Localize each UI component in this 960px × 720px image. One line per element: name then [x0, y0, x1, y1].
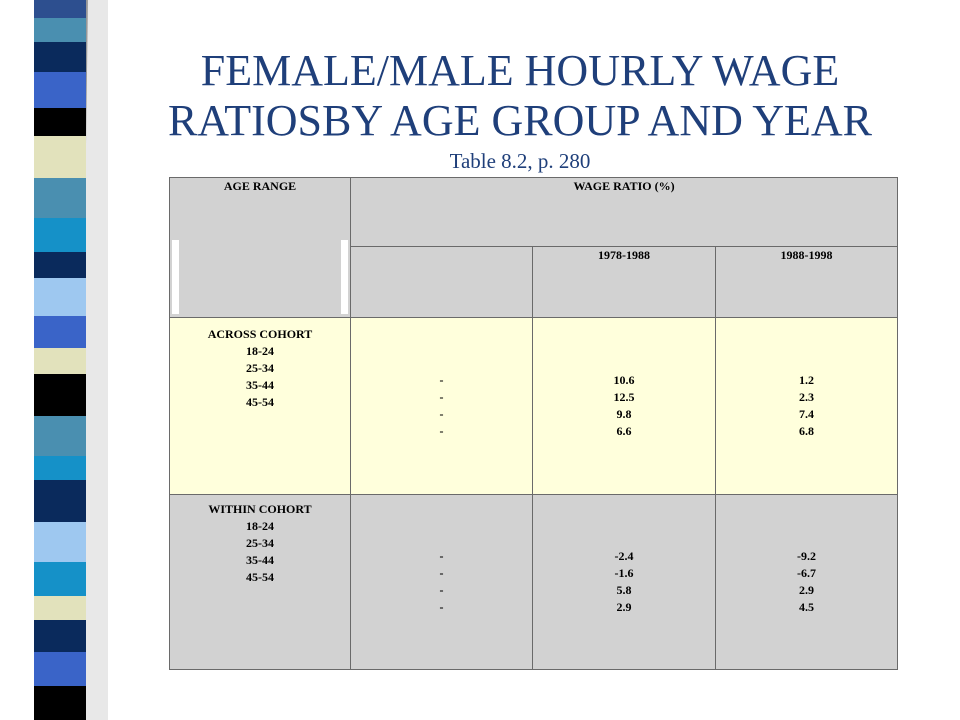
wage-ratio-table: AGE RANGE WAGE RATIO (%) 1978-1988 1988-…	[169, 177, 899, 670]
cell-period-2-values: -9.2 -6.7 2.9 4.5	[714, 494, 899, 670]
stripe-segment	[34, 686, 86, 720]
stripe-segment	[34, 620, 86, 652]
table-row-within-cohort: WITHIN COHORT 18-24 25-34 35-44 45-54 - …	[169, 494, 899, 670]
stripe-segment	[34, 562, 86, 596]
stripe-segment	[34, 416, 86, 456]
stripe-segment	[34, 596, 86, 620]
stripe-graphic	[34, 0, 108, 720]
stripe-segment	[34, 278, 86, 316]
header-period-1: 1978-1988	[532, 246, 716, 318]
ratio-value: -6.7	[797, 566, 817, 580]
ratio-value: -1.6	[614, 566, 634, 580]
age-label: 25-34	[246, 536, 274, 550]
ratio-value: 9.8	[616, 407, 632, 421]
blank-value: -	[439, 583, 444, 597]
ratio-value: 6.8	[799, 424, 815, 438]
cell-blank-values: - - - -	[350, 317, 533, 495]
title-line-2: RATIOSBY AGE GROUP AND YEAR	[167, 96, 873, 145]
age-label: 25-34	[246, 361, 274, 375]
ratio-value: -2.4	[614, 549, 634, 563]
blank-value: -	[439, 407, 444, 421]
stripe-segment	[34, 108, 86, 136]
ratio-value: 2.3	[799, 390, 815, 404]
blank-value: -	[439, 549, 444, 563]
slide-subtitle: Table 8.2, p. 280	[449, 149, 591, 173]
stripe-segment	[34, 652, 86, 686]
stripe-segment	[34, 178, 86, 218]
stripe-segment	[34, 72, 86, 108]
stripe-segment	[34, 348, 86, 374]
blank-value: -	[439, 600, 444, 614]
cell-divider	[172, 240, 179, 314]
group-label: WITHIN COHORT	[208, 502, 312, 516]
ratio-value: 4.5	[799, 600, 815, 614]
stripe-segment	[34, 374, 86, 416]
ratio-value: 6.6	[616, 424, 632, 438]
age-label: 18-24	[246, 519, 274, 533]
stripe-segment	[34, 316, 86, 348]
age-label: 35-44	[246, 553, 274, 567]
stripe-segment	[34, 136, 86, 178]
title-line-1: FEMALE/MALE HOURLY WAGE	[200, 46, 840, 95]
cell-blank-values: - - - -	[350, 494, 533, 670]
ratio-value: 2.9	[616, 600, 632, 614]
stripe-segment	[34, 42, 86, 72]
cell-divider	[341, 240, 348, 314]
cell-period-1-values: 10.6 12.5 9.8 6.6	[532, 317, 716, 495]
header-blank	[350, 246, 533, 318]
cell-age-group: WITHIN COHORT 18-24 25-34 35-44 45-54	[169, 494, 351, 670]
age-label: 45-54	[246, 570, 274, 584]
stripe-segment	[34, 252, 86, 278]
header-period-2: 1988-1998	[714, 246, 899, 318]
blank-value: -	[439, 390, 444, 404]
stripe-segment	[34, 218, 86, 252]
ratio-value: 10.6	[613, 373, 635, 387]
header-age-range-label: AGE RANGE	[223, 179, 297, 193]
header-wage-ratio: WAGE RATIO (%)	[349, 177, 899, 247]
cell-period-1-values: -2.4 -1.6 5.8 2.9	[532, 494, 716, 670]
stripe-segment	[34, 522, 86, 562]
stripe-segment	[34, 456, 86, 480]
age-label: 18-24	[246, 344, 274, 358]
ratio-value: -9.2	[797, 549, 817, 563]
cell-age-group: ACROSS COHORT 18-24 25-34 35-44 45-54	[169, 317, 351, 495]
blank-value: -	[439, 424, 444, 438]
age-label: 45-54	[246, 395, 274, 409]
group-label: ACROSS COHORT	[207, 327, 313, 341]
header-age-range: AGE RANGE	[169, 177, 351, 318]
stripe-segment	[34, 18, 86, 42]
ratio-value: 1.2	[799, 373, 815, 387]
slide-title: FEMALE/MALE HOURLY WAGE RATIOSBY AGE GRO…	[150, 46, 890, 146]
ratio-value: 5.8	[616, 583, 632, 597]
decorative-stripe-bar	[0, 0, 108, 720]
age-label: 35-44	[246, 378, 274, 392]
ratio-value: 7.4	[799, 407, 815, 421]
ratio-value: 2.9	[799, 583, 815, 597]
blank-value: -	[439, 566, 444, 580]
stripe-segment	[34, 480, 86, 522]
cell-period-2-values: 1.2 2.3 7.4 6.8	[714, 317, 899, 495]
table-row-across-cohort: ACROSS COHORT 18-24 25-34 35-44 45-54 - …	[169, 317, 899, 495]
ratio-value: 12.5	[613, 390, 635, 404]
stripe-segment	[34, 0, 86, 18]
blank-value: -	[439, 373, 444, 387]
